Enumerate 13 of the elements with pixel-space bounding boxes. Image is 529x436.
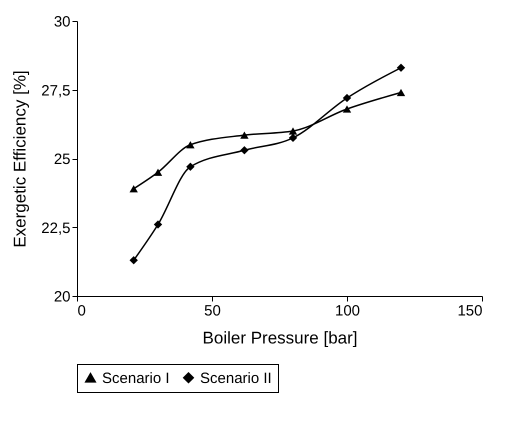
x-tick-label: 50 bbox=[204, 302, 221, 320]
y-tick-label: 25 bbox=[54, 151, 70, 168]
y-tick-label: 27,5 bbox=[41, 82, 70, 100]
legend-label: Scenario II bbox=[200, 370, 272, 387]
legend-label: Scenario I bbox=[102, 370, 170, 387]
y-axis-title: Exergetic Efficiency [%] bbox=[10, 70, 30, 248]
y-tick-label: 22,5 bbox=[41, 220, 70, 237]
x-tick-label: 0 bbox=[78, 302, 86, 320]
x-tick-label: 150 bbox=[457, 302, 482, 320]
y-tick-label: 30 bbox=[54, 14, 70, 30]
y-tick-label: 20 bbox=[54, 288, 70, 306]
x-axis-title: Boiler Pressure [bar] bbox=[202, 328, 358, 348]
x-tick-label: 100 bbox=[334, 302, 360, 320]
